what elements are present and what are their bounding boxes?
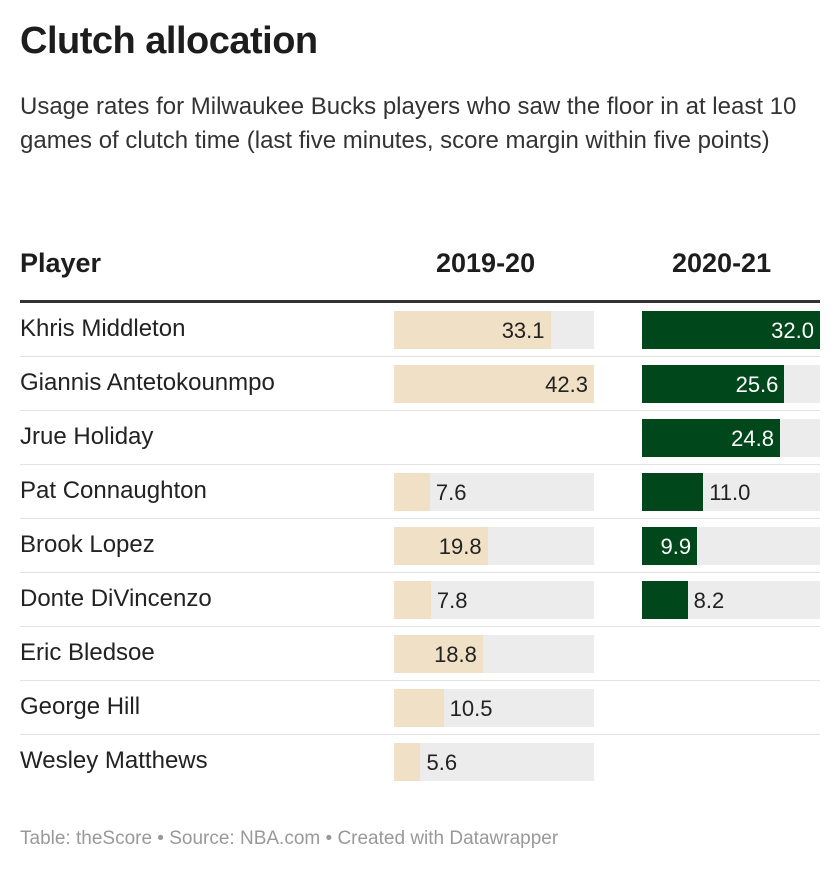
bar-track: 9.9 bbox=[642, 527, 820, 565]
bar-track: 7.8 bbox=[394, 581, 594, 619]
bar-2020-21 bbox=[642, 473, 704, 511]
bar-2020-21 bbox=[642, 419, 780, 457]
value-label: 5.6 bbox=[426, 750, 458, 775]
value-label: 7.8 bbox=[436, 588, 468, 613]
value-label: 18.8 bbox=[434, 642, 477, 667]
column-header-player[interactable]: Player bbox=[20, 248, 102, 278]
bar-track: 11.0 bbox=[642, 473, 820, 511]
bar-2019-20 bbox=[394, 311, 551, 349]
bar-2019-20 bbox=[394, 635, 483, 673]
bar-track: 18.8 bbox=[394, 635, 594, 673]
bar-2019-20 bbox=[394, 365, 594, 403]
table-row: Donte DiVincenzo 7.8 8.2 bbox=[20, 573, 820, 627]
value-label: 32.0 bbox=[771, 318, 814, 343]
bar-2019-20 bbox=[394, 473, 430, 511]
table-row: Eric Bledsoe 18.8 bbox=[20, 627, 820, 681]
bar-track: 33.1 bbox=[394, 311, 594, 349]
bar-2019-20 bbox=[394, 743, 421, 781]
table-row: Pat Connaughton 7.6 11.0 bbox=[20, 465, 820, 519]
chart-title: Clutch allocation bbox=[20, 20, 318, 62]
bar-track: 8.2 bbox=[642, 581, 820, 619]
bar-track: 24.8 bbox=[642, 419, 820, 457]
bar-2020-21 bbox=[642, 527, 698, 565]
value-label: 8.2 bbox=[693, 588, 725, 613]
bar-2019-20 bbox=[394, 689, 444, 727]
player-name: Khris Middleton bbox=[20, 315, 186, 342]
value-label: 11.0 bbox=[709, 480, 751, 505]
bar-track: 25.6 bbox=[642, 365, 820, 403]
player-name: Giannis Antetokounmpo bbox=[20, 369, 275, 396]
bar-track: 5.6 bbox=[394, 743, 594, 781]
bar-2020-21 bbox=[642, 365, 785, 403]
player-name: Wesley Matthews bbox=[20, 747, 208, 774]
bar-track: 42.3 bbox=[394, 365, 594, 403]
bar-2020-21 bbox=[642, 581, 688, 619]
value-label: 25.6 bbox=[735, 372, 779, 397]
table-row: George Hill 10.5 bbox=[20, 681, 820, 735]
table-row: Brook Lopez 19.8 9.9 bbox=[20, 519, 820, 573]
header-divider bbox=[20, 300, 820, 303]
player-name: Jrue Holiday bbox=[20, 423, 154, 450]
value-label: 7.6 bbox=[435, 480, 467, 505]
bar-track: 19.8 bbox=[394, 527, 594, 565]
table-row: Jrue Holiday 24.8 bbox=[20, 411, 820, 465]
value-label: 33.1 bbox=[501, 318, 545, 343]
table-row: Giannis Antetokounmpo 42.3 25.6 bbox=[20, 357, 820, 411]
value-label: 10.5 bbox=[449, 696, 493, 721]
value-label: 24.8 bbox=[731, 426, 774, 451]
player-name: Eric Bledsoe bbox=[20, 639, 155, 666]
column-header-2020-21[interactable]: 2020-21 bbox=[672, 248, 772, 278]
value-label: 9.9 bbox=[660, 534, 692, 559]
chart-footer: Table: theScore • Source: NBA.com • Crea… bbox=[20, 828, 559, 849]
player-name: George Hill bbox=[20, 693, 141, 720]
chart-subtitle: Usage rates for Milwaukee Bucks players … bbox=[20, 93, 797, 154]
player-name: Donte DiVincenzo bbox=[20, 585, 212, 612]
column-header-2019-20[interactable]: 2019-20 bbox=[436, 248, 536, 278]
bar-track: 7.6 bbox=[394, 473, 594, 511]
bar-2020-21 bbox=[642, 311, 820, 349]
value-label: 19.8 bbox=[438, 534, 482, 559]
value-label: 42.3 bbox=[545, 372, 588, 397]
table-row: Khris Middleton 33.1 32.0 bbox=[20, 303, 820, 357]
bar-2019-20 bbox=[394, 527, 488, 565]
table-row: Wesley Matthews 5.6 bbox=[20, 735, 820, 789]
bar-track: 32.0 bbox=[642, 311, 820, 349]
player-name: Pat Connaughton bbox=[20, 477, 207, 504]
bar-track: 10.5 bbox=[394, 689, 594, 727]
player-name: Brook Lopez bbox=[20, 531, 155, 558]
bar-2019-20 bbox=[394, 581, 431, 619]
